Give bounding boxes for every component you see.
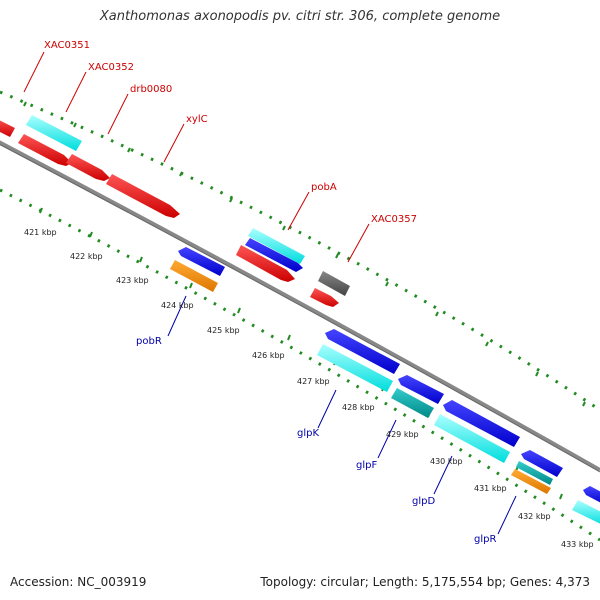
tick-label: 431 kbp [474, 484, 507, 493]
gene-glpR[interactable] [511, 469, 551, 494]
forward-labels: XAC0351 XAC0352 drb0080 xylC pobA XAC035… [44, 40, 417, 225]
gene-glpD[interactable] [434, 414, 510, 463]
gene-label[interactable]: pobR [136, 336, 162, 347]
gene-glp-blue-4[interactable] [521, 450, 563, 477]
tick-label: 426 kbp [252, 351, 285, 360]
gene-glp-blue-3[interactable] [443, 400, 520, 447]
gene-label[interactable]: glpK [297, 428, 319, 439]
gene-glpR-cyan[interactable] [516, 461, 553, 485]
gene-drb0080[interactable] [66, 154, 110, 181]
tick-label: 421 kbp [24, 228, 57, 237]
reverse-genes [170, 247, 600, 526]
tick-label: 423 kbp [116, 276, 149, 285]
gene-label[interactable]: glpR [474, 534, 496, 545]
map-title: Xanthomonas axonopodis pv. citri str. 30… [99, 9, 501, 24]
gene-label[interactable]: XAC0351 [44, 40, 90, 51]
tick-label: 430 kbp [430, 457, 463, 466]
reverse-label-leaders [167, 295, 517, 535]
gene-XAC0350[interactable] [0, 118, 15, 137]
gene-XAC0358[interactable] [310, 288, 339, 307]
outer-dotted-track [0, 90, 600, 412]
gene-XAC0351[interactable] [26, 115, 82, 151]
gene-glp-blue-2[interactable] [398, 375, 444, 404]
tick-label: 427 kbp [297, 377, 330, 386]
gene-label[interactable]: XAC0357 [371, 214, 417, 225]
gene-label[interactable]: XAC0352 [88, 62, 134, 73]
gene-glpK[interactable] [317, 344, 393, 392]
gene-pobA-blue[interactable] [245, 238, 303, 272]
kbp-labels: 421 kbp 422 kbp 423 kbp 424 kbp 425 kbp … [24, 228, 594, 549]
genome-backbone-shadow [0, 144, 600, 473]
gene-XAC0356[interactable] [236, 245, 295, 282]
gene-label[interactable]: pobA [311, 182, 337, 193]
tick-label: 433 kbp [561, 540, 594, 549]
gene-pobR[interactable] [170, 260, 218, 292]
gene-label[interactable]: drb0080 [130, 84, 172, 95]
inner-dotted-track [0, 188, 600, 542]
forward-genes [0, 115, 350, 307]
accession-text: Accession: NC_003919 [10, 575, 147, 589]
outer-ticks [23, 101, 586, 407]
tick-label: 432 kbp [518, 512, 551, 521]
gene-glp-blue-1[interactable] [325, 329, 400, 374]
gene-XAC0357-pseudo[interactable] [318, 271, 350, 296]
gene-glp-cyan-5[interactable] [572, 500, 600, 526]
reverse-labels: pobR glpK glpF glpD glpR [136, 336, 496, 545]
genome-info-text: Topology: circular; Length: 5,175,554 bp… [260, 575, 590, 589]
gene-glp-blue-5[interactable] [583, 486, 600, 505]
gene-xylC[interactable] [106, 174, 180, 218]
gene-label[interactable]: glpF [356, 460, 377, 471]
genome-backbone [0, 140, 600, 472]
gene-label[interactable]: glpD [412, 496, 435, 507]
tick-label: 428 kbp [342, 403, 375, 412]
tick-label: 422 kbp [70, 252, 103, 261]
gene-label[interactable]: xylC [186, 114, 208, 125]
tick-label: 429 kbp [386, 430, 419, 439]
tick-label: 424 kbp [161, 301, 194, 310]
tick-label: 425 kbp [207, 326, 240, 335]
gene-pobA-cyan[interactable] [248, 228, 305, 264]
gene-XAC0352-a[interactable] [18, 134, 72, 166]
gene-pobR-blue[interactable] [178, 247, 225, 276]
forward-label-leaders [23, 51, 370, 263]
gene-glpF[interactable] [391, 388, 434, 418]
